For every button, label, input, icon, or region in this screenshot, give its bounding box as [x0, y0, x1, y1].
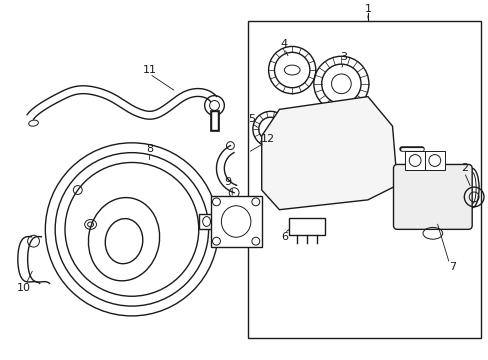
Text: 11: 11 [142, 65, 156, 75]
Text: 10: 10 [17, 283, 31, 293]
Bar [247, 21, 480, 338]
Polygon shape [261, 96, 397, 210]
FancyBboxPatch shape [393, 165, 471, 229]
Text: 2: 2 [460, 163, 467, 174]
Text: 9: 9 [224, 177, 231, 187]
Text: 1: 1 [364, 4, 371, 14]
Text: 6: 6 [280, 232, 287, 242]
Bar [198, 213, 214, 229]
Bar [289, 217, 324, 235]
Bar [405, 151, 424, 170]
Text: 3: 3 [339, 52, 346, 62]
Text: 8: 8 [146, 144, 153, 154]
Text: 5: 5 [248, 114, 255, 124]
Text: 4: 4 [280, 40, 287, 49]
Bar [210, 196, 261, 247]
Bar [424, 151, 444, 170]
Text: 12: 12 [260, 134, 274, 144]
Text: 7: 7 [448, 262, 455, 272]
